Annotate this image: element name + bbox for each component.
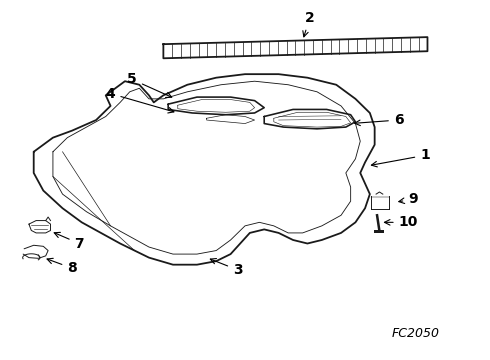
Text: 2: 2 — [303, 11, 315, 37]
Text: 4: 4 — [106, 86, 174, 113]
Text: 1: 1 — [371, 148, 430, 167]
Text: 10: 10 — [385, 215, 418, 229]
Text: 5: 5 — [127, 72, 172, 98]
Text: 9: 9 — [399, 192, 418, 206]
Text: 8: 8 — [47, 258, 77, 275]
Text: 3: 3 — [210, 258, 243, 277]
Text: 6: 6 — [355, 113, 403, 127]
Text: 7: 7 — [54, 232, 84, 251]
Text: FC2050: FC2050 — [392, 327, 440, 340]
